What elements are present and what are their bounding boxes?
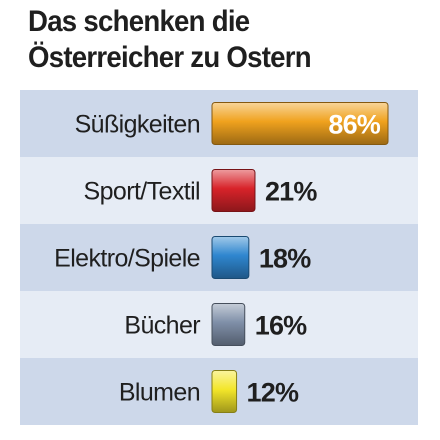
bar-sport-textil: [211, 169, 256, 212]
chart-title-line-2: Österreicher zu Ostern: [28, 41, 312, 74]
value-label-s-igkeiten: 86%: [328, 110, 380, 140]
value-label-elektro-spiele: 18%: [259, 244, 311, 274]
category-label-elektro-spiele: Elektro/Spiele: [54, 245, 200, 273]
value-label-blumen: 12%: [247, 378, 299, 408]
bar-blumen: [211, 370, 238, 413]
chart-title: Das schenken die Österreicher zu Ostern: [28, 4, 405, 76]
value-label-b-cher: 16%: [255, 311, 307, 341]
bar-s-igkeiten: [211, 102, 389, 145]
bar-elektro-spiele: [211, 236, 250, 279]
category-label-s-igkeiten: Süßigkeiten: [75, 111, 200, 139]
category-label-sport-textil: Sport/Textil: [84, 178, 200, 206]
bar-b-cher: [211, 303, 246, 346]
category-label-b-cher: Bücher: [124, 312, 200, 340]
value-label-sport-textil: 21%: [265, 177, 317, 207]
chart-title-line-1: Das schenken die: [28, 5, 250, 38]
category-label-blumen: Blumen: [119, 379, 200, 407]
